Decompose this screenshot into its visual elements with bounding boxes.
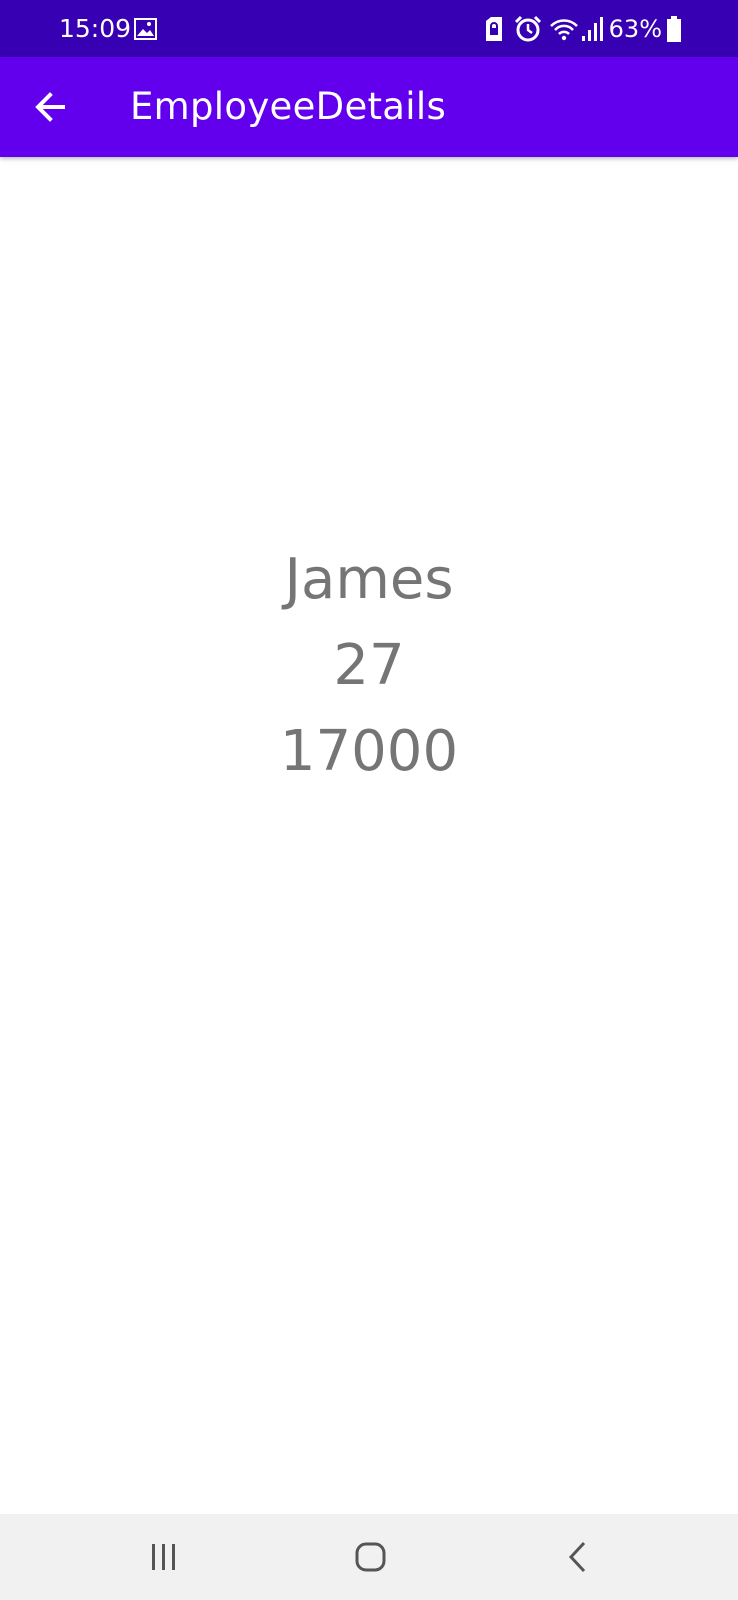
status-bar: 15:09 63%: [0, 0, 738, 57]
employee-age: 27: [333, 633, 405, 698]
status-icons: 63%: [483, 12, 682, 46]
signal-icon: [581, 17, 603, 41]
battery-icon: [667, 16, 681, 42]
sim-lock-icon: [485, 17, 502, 41]
battery-percentage: 63%: [608, 15, 662, 43]
home-button[interactable]: [341, 1537, 401, 1577]
navigation-bar: [0, 1514, 738, 1600]
back-icon: [568, 1541, 586, 1573]
employee-name: James: [284, 547, 454, 612]
back-button[interactable]: [24, 82, 78, 132]
wifi-icon: [549, 19, 578, 41]
status-time: 15:09: [59, 14, 132, 43]
employee-salary: 17000: [279, 719, 459, 784]
back-arrow-icon: [35, 92, 65, 122]
system-back-button[interactable]: [548, 1537, 608, 1577]
recent-apps-icon: [152, 1544, 175, 1570]
employee-details: James 27 17000: [0, 552, 738, 810]
page-title: EmployeeDetails: [130, 85, 447, 128]
home-icon: [355, 1542, 386, 1572]
recent-apps-button[interactable]: [134, 1537, 194, 1577]
alarm-icon: [514, 15, 541, 42]
gallery-icon: [134, 18, 157, 40]
app-bar: EmployeeDetails: [0, 57, 738, 157]
